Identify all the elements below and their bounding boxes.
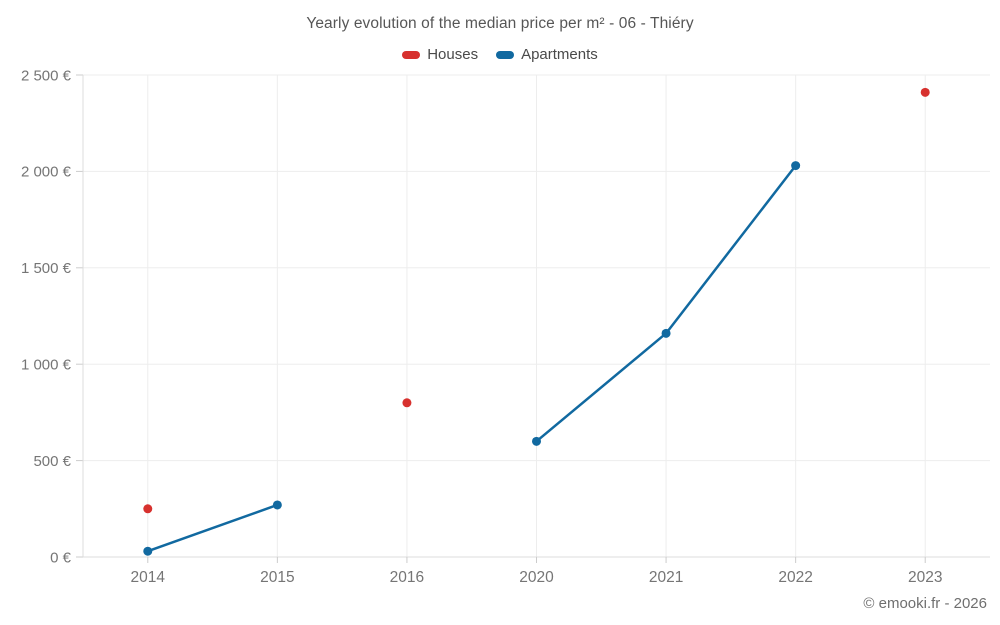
data-point-houses-2014[interactable] xyxy=(143,504,153,514)
data-point-houses-2023[interactable] xyxy=(920,87,930,97)
series-line-apartments xyxy=(146,503,279,553)
y-tick-label: 0 € xyxy=(50,549,72,566)
data-point-houses-2016[interactable] xyxy=(402,398,412,408)
x-tick-label: 2016 xyxy=(390,569,424,586)
legend-item-apartments[interactable]: Apartments xyxy=(496,46,598,63)
data-point-apartments-2014[interactable] xyxy=(143,546,153,556)
data-point-apartments-2020[interactable] xyxy=(532,436,541,446)
y-tick-label: 2 000 € xyxy=(21,164,72,181)
x-tick-label: 2015 xyxy=(260,569,294,586)
apartments-swatch-icon xyxy=(496,50,515,59)
legend-label-apartments: Apartments xyxy=(521,46,598,63)
houses-swatch-icon xyxy=(402,50,421,59)
data-point-apartments-2021[interactable] xyxy=(661,328,671,338)
data-point-apartments-2022[interactable] xyxy=(791,161,801,171)
y-tick-label: 1 500 € xyxy=(21,260,72,277)
y-tick-label: 1 000 € xyxy=(21,356,72,373)
copyright-text: © emooki.fr - 2026 xyxy=(863,595,987,612)
x-tick-label: 2022 xyxy=(778,569,812,586)
legend-item-houses[interactable]: Houses xyxy=(402,46,478,63)
x-tick-label: 2020 xyxy=(519,569,554,586)
x-tick-label: 2021 xyxy=(649,569,683,586)
x-tick-label: 2014 xyxy=(131,569,166,586)
data-point-apartments-2015[interactable] xyxy=(272,500,282,510)
chart-legend: Houses Apartments xyxy=(0,46,1000,63)
y-tick-label: 2 500 € xyxy=(21,67,72,84)
chart-title: Yearly evolution of the median price per… xyxy=(306,15,694,32)
legend-label-houses: Houses xyxy=(427,46,479,63)
y-tick-label: 500 € xyxy=(33,453,71,470)
x-tick-label: 2023 xyxy=(908,569,942,586)
